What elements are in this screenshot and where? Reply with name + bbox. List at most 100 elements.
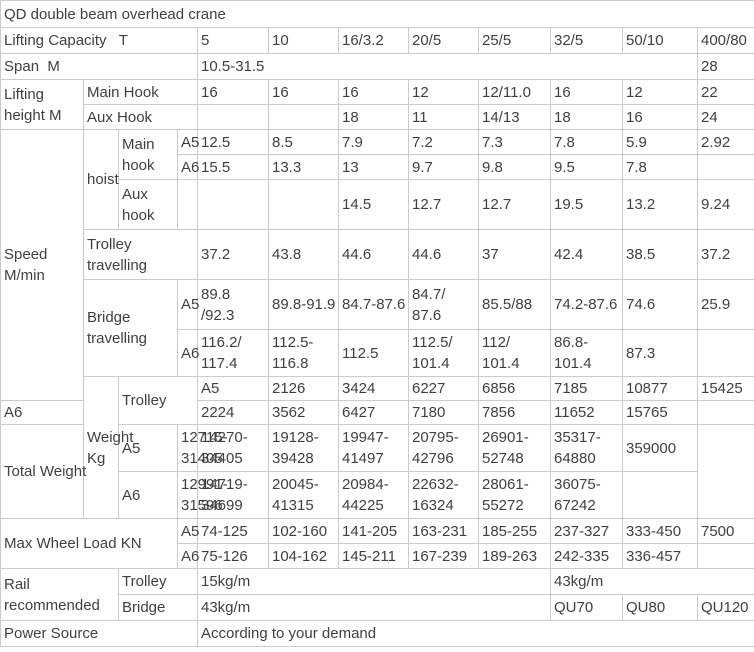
lifting-height-main-hook-row: Lifting height M Main Hook 16 16 16 12 1… (0, 79, 754, 130)
trolley-travelling-cell: 37 (478, 229, 551, 280)
weight-total-a6-row: A6 12991- 31596 14719- 34699 20045- 4131… (1, 471, 754, 519)
total-weight-a6-cell: 14719- 34699 (197, 471, 269, 519)
power-source-value-cell: According to your demand (196, 620, 754, 647)
rail-bridge-qu80-cell: QU80 (622, 594, 698, 621)
wheel-load-a5-cell: 74-125 (197, 518, 269, 544)
wheel-load-a6-cell: 104-162 (268, 543, 339, 569)
bridge-travelling-label: Bridge travelling (83, 279, 178, 377)
bridge-a5-cell: 89.8 /92.3 (197, 279, 269, 330)
span-value-cell: 10.5-31.5 (197, 53, 698, 80)
weight-trolley-a5-cell: 2126 (268, 376, 339, 401)
wheel-load-a5-cell: 237-327 (550, 518, 623, 544)
speed-main-a5-cell: 5.9 (622, 129, 698, 155)
weight-trolley-a6-cell: 2224 (197, 400, 269, 425)
a6-label: A6 (177, 329, 199, 377)
speed-main-a5-cell: 7.9 (338, 129, 409, 155)
speed-main-a5-cell: 7.8 (550, 129, 623, 155)
speed-main-a5-cell: 12.5 (197, 129, 269, 155)
main-hook-label: Main Hook (83, 79, 198, 105)
main-hook-value-cell: 22 (696, 79, 754, 105)
rail-trolley-label: Trolley (118, 568, 198, 595)
a6-label: A6 (0, 400, 84, 425)
weight-total-a5-row: Total Weight A5 12715- 31405 14270- 3440… (0, 424, 754, 519)
speed-main-a6-cell: 13.3 (268, 154, 339, 180)
trolley-travelling-cell: 37.2 (197, 229, 269, 280)
trolley-travelling-cell: 44.6 (408, 229, 479, 280)
speed-main-a6-cell: 9.7 (408, 154, 479, 180)
weight-trolley-a5-cell: 15425 (696, 376, 754, 401)
a5-label: A5 (177, 518, 199, 544)
bridge-a6-cell: 112/ 101.4 (478, 329, 551, 377)
aux-hook-value-cell: 16 (622, 104, 698, 130)
aux-hook-label: Aux Hook (83, 104, 198, 130)
trolley-travelling-cell: 43.8 (268, 229, 339, 280)
a6-label: A6 (118, 471, 178, 519)
a6-label: A6 (177, 543, 199, 569)
aux-hook-value-cell (268, 104, 339, 130)
capacity-value-cell: 5 (197, 27, 269, 54)
total-weight-a5-cell: 35317- 64880 (550, 424, 623, 472)
bridge-a6-cell: 87.3 (622, 329, 698, 377)
trolley-travelling-cell: 44.6 (338, 229, 409, 280)
speed-trolley-travelling-row: Trolley travelling 37.2 43.8 44.6 44.6 3… (1, 229, 754, 280)
weight-trolley-a6-cell: 11652 (550, 400, 623, 425)
speed-main-a5-cell: 2.92 (696, 129, 754, 155)
weight-trolley-a6-cell: 3562 (268, 400, 339, 425)
speed-aux-cell: 14.5 (338, 179, 409, 230)
weight-trolley-a6-cell: 7856 (478, 400, 551, 425)
weight-trolley-a6-cell (696, 400, 754, 425)
rail-bridge-qu70-cell: QU70 (550, 594, 623, 621)
title-row: QD double beam overhead crane (0, 0, 754, 28)
max-wheel-load-label: Max Wheel Load KN (0, 518, 178, 569)
table-title: QD double beam overhead crane (0, 0, 754, 28)
weight-trolley-a5-row: Weight Kg Trolley A5 2126 3424 6227 6856… (1, 376, 754, 519)
speed-main-a5-cell: 8.5 (268, 129, 339, 155)
total-weight-a6-cell (622, 471, 698, 519)
speed-main-a6-cell: 9.8 (478, 154, 551, 180)
total-weight-a6-cell: 22632- 16324 (408, 471, 479, 519)
bridge-a5-cell: 74.6 (622, 279, 698, 330)
bridge-a6-cell: 116.2/ 117.4 (197, 329, 269, 377)
bridge-a6-cell: 112.5- 116.8 (268, 329, 339, 377)
main-hook-value-cell: 16 (338, 79, 409, 105)
speed-main-hook-label: Main hook (118, 129, 178, 180)
speed-aux-cell: 12.7 (408, 179, 479, 230)
capacity-value-cell: 20/5 (408, 27, 479, 54)
weight-trolley-a5-cell: 6856 (478, 376, 551, 401)
aux-hook-value-cell: 24 (696, 104, 754, 130)
trolley-travelling-label: Trolley travelling (83, 229, 198, 280)
span-last-cell: 28 (696, 53, 754, 80)
weight-trolley-a6-row: A6 2224 3562 6427 7180 7856 11652 15765 (0, 400, 754, 425)
aux-hook-value-cell: 18 (338, 104, 409, 130)
rail-trolley-right-cell: 43kg/m (549, 568, 754, 595)
weight-trolley-a5-cell: 10877 (622, 376, 698, 401)
wheel-load-a5-cell: 333-450 (622, 518, 698, 544)
max-wheel-load-a5-row: Max Wheel Load KN A5 74-125 102-160 141-… (0, 518, 754, 569)
total-weight-a5-cell: 26901- 52748 (478, 424, 551, 472)
wheel-load-a6-cell: 75-126 (197, 543, 269, 569)
speed-bridge-a5-row: Bridge travelling A5 89.8 /92.3 89.8-91.… (1, 279, 754, 377)
bridge-a5-cell: 25.9 (696, 279, 754, 330)
capacity-value-cell: 16/3.2 (338, 27, 409, 54)
bridge-a6-cell (696, 329, 754, 377)
rail-bridge-row: Bridge 43kg/m QU70 QU80 QU120 (1, 594, 754, 621)
bridge-a5-cell: 74.2-87.6 (550, 279, 623, 330)
bridge-a5-cell: 84.7/ 87.6 (408, 279, 479, 330)
speed-hoist-aux-row: Aux hook 14.5 12.7 12.7 19.5 13.2 9.24 (1, 179, 754, 230)
a6-label: A6 (177, 154, 199, 180)
lifting-capacity-row: Lifting Capacity T 5 10 16/3.2 20/5 25/5… (0, 27, 754, 54)
speed-main-a6-cell: 7.8 (622, 154, 698, 180)
total-weight-a6-cell: 36075- 67242 (550, 471, 623, 519)
lifting-height-aux-hook-row: Aux Hook 18 11 14/13 18 16 24 (1, 104, 754, 130)
speed-main-a6-cell: 15.5 (197, 154, 269, 180)
total-weight-a5-cell: 20795- 42796 (408, 424, 479, 472)
aux-hook-value-cell: 14/13 (478, 104, 551, 130)
rail-bridge-label: Bridge (118, 594, 198, 621)
wheel-load-a5-cell: 7500 (696, 518, 754, 544)
rail-trolley-row: Rail recommended Trolley 15kg/m 43kg/m (0, 568, 754, 621)
rail-bridge-qu120-cell: QU120 (696, 594, 754, 621)
weight-trolley-a6-cell: 15765 (622, 400, 698, 425)
speed-aux-cell: 19.5 (550, 179, 623, 230)
speed-aux-cell (197, 179, 269, 230)
